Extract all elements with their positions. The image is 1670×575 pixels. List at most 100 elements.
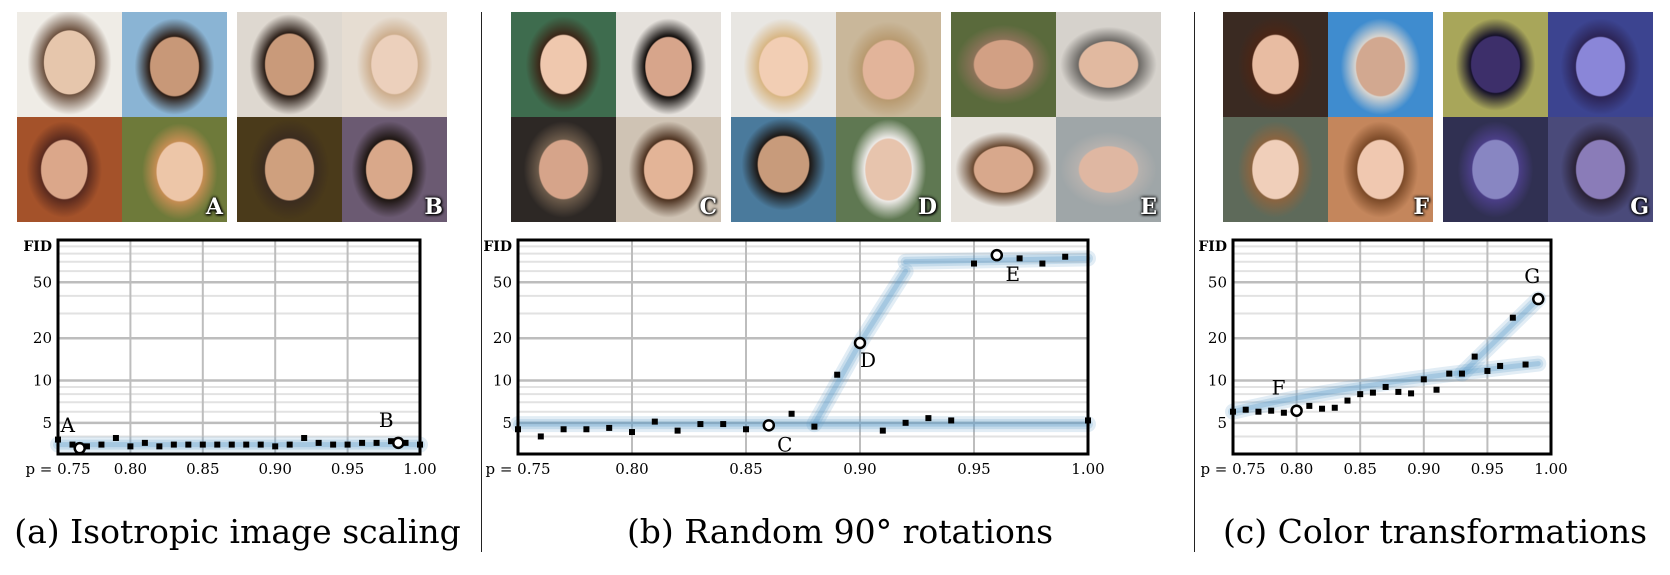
image-label: C [699,194,717,220]
image-label: B [424,194,443,220]
data-point [1408,390,1415,397]
face-group-c: C [511,12,721,222]
data-point [69,441,76,448]
data-point [257,441,264,448]
data-point [720,421,727,428]
data-point [1471,353,1478,360]
y-tick-label: 10 [493,372,512,390]
density-band [1454,291,1547,382]
face-image [17,117,122,222]
y-tick-label: 5 [502,414,512,432]
highlight-marker [392,436,405,450]
data-point [1369,389,1376,396]
data-point [214,441,221,448]
x-tick-label: 0.95 [1471,460,1504,478]
face-image [1443,117,1548,222]
face-image [122,117,227,222]
y-tick-label: 20 [33,329,52,347]
x-tick-label: 0.85 [729,460,762,478]
data-point [243,441,250,448]
x-tick-label: 0.80 [114,460,147,478]
x-tick-label: 0.95 [957,460,990,478]
data-point [286,441,293,448]
highlight-marker [73,441,86,455]
y-tick-label: 5 [42,414,52,432]
fid-plot-color: 5 10 20 50 p = 0.75 0.80 0.85 0.90 0.95 1.00 FID F G [1198,238,1568,478]
data-point [1039,260,1046,267]
caption: (b) Random 90° rotations [626,512,1054,551]
face-image [616,117,721,222]
panel-isotropic-scaling: A B 5 10 20 50 p = 0.75 0.80 0.85 0.90 0.95 1.00 F… [0,0,475,575]
x-tick-label: 1.00 [1534,460,1567,478]
image-label: E [1140,194,1157,220]
data-point [1357,391,1364,398]
x-tick-label: 1.00 [1071,460,1104,478]
data-point [1268,407,1275,414]
y-tick-label: 5 [1217,414,1227,432]
data-point [902,419,909,426]
x-tick-label: 0.90 [1407,460,1440,478]
x-tick-label: p = 0.75 [25,460,90,478]
highlight-marker [990,248,1004,262]
face-group-f: F [1223,12,1433,222]
face-image [237,12,342,117]
data-point [925,415,932,422]
data-point [1497,362,1504,369]
face-group-d: D [731,12,941,222]
data-point [948,417,955,424]
data-point [651,418,658,425]
data-point [185,441,192,448]
data-point [344,441,351,448]
data-point [606,424,613,431]
face-image [731,12,836,117]
face-group-b: B [237,12,447,222]
data-point [127,443,134,450]
data-point [141,439,148,446]
data-point [560,426,567,433]
face-image [951,117,1056,222]
face-image [1328,12,1433,117]
panel-color-transformations: F G 5 10 20 50 p = 0.75 0.80 0.85 0.90 0.95 1.00 F… [1198,0,1670,575]
fid-plot-scaling: 5 10 20 50 p = 0.75 0.80 0.85 0.90 0.95 1.00 FID A B [23,238,437,478]
face-image [342,117,447,222]
density-band [1457,294,1544,379]
x-tick-label: 0.85 [186,460,219,478]
data-point [301,434,308,441]
y-tick-label: 10 [33,372,52,390]
highlight-marker [1290,404,1303,417]
face-group-g: G [1443,12,1653,222]
image-label: F [1413,194,1429,220]
face-image [951,12,1056,117]
plot-frame [516,238,1090,456]
y-tick-label: 50 [33,273,52,291]
data-point [402,439,409,446]
data-point [359,439,366,446]
image-label: D [917,194,937,220]
x-tick-label: p = 0.75 [485,460,550,478]
face-image [1328,117,1433,222]
x-tick-label: p = 0.75 [1200,460,1265,478]
face-image [836,12,941,117]
y-tick-label: 20 [493,329,512,347]
face-image [1548,117,1653,222]
point-annotation: C [777,432,792,456]
fid-plot-rotations: 5 10 20 50 p = 0.75 0.80 0.85 0.90 0.95 1.00 FID C D… [483,238,1105,478]
data-point [1484,367,1491,374]
data-point [1062,253,1069,260]
data-point [788,410,795,417]
y-axis-label: FID [23,239,52,255]
data-point [583,426,590,433]
face-samples: F G [1223,12,1653,222]
face-image [237,117,342,222]
highlight-marker [762,419,776,432]
caption: (c) Color transformations [1222,512,1648,551]
x-tick-label: 0.85 [1343,460,1376,478]
x-tick-label: 0.80 [1280,460,1313,478]
panel-divider [481,12,482,552]
face-image [1443,12,1548,117]
data-point [373,439,380,446]
data-point [1509,314,1516,321]
caption: (a) Isotropic image scaling [14,512,461,551]
y-axis-label: FID [483,239,512,255]
face-image [511,12,616,117]
